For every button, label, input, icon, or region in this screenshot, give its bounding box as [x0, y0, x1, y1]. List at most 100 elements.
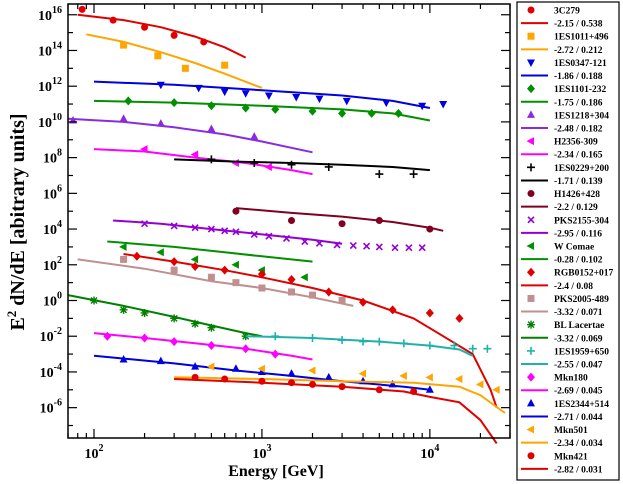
series-17: [174, 373, 498, 444]
legend-marker: [526, 137, 534, 146]
legend-entry-17: Mkn421 -2.82 / 0.031: [521, 452, 603, 475]
legend-series-name: W Comae: [554, 243, 594, 253]
legend-entry-2: 1ES0347-121 -1.86 / 0.188: [521, 59, 607, 82]
legend-series-name: 1ES1218+304: [554, 111, 609, 121]
legend-marker: [527, 190, 535, 198]
fit-line: [93, 332, 313, 361]
y-tick-label: 106: [43, 183, 62, 202]
data-point: [191, 362, 200, 370]
data-point: [170, 98, 179, 108]
data-point: [367, 108, 376, 118]
legend-marker: [527, 84, 535, 94]
data-point: [342, 97, 351, 106]
fit-line: [67, 117, 313, 154]
data-point: [132, 251, 141, 261]
legend-marker: [527, 59, 535, 67]
data-point: [207, 124, 216, 133]
data-point: [170, 337, 179, 347]
data-point: [191, 224, 199, 232]
data-point: [410, 388, 418, 396]
legend-series-name: 1ES1011+496: [554, 33, 609, 43]
data-point: [287, 369, 296, 377]
data-point: [206, 362, 215, 371]
data-point: [124, 96, 133, 106]
fit-line: [93, 80, 431, 109]
x-tick-label: 102: [85, 443, 104, 462]
y-tick-label: 1016: [38, 5, 62, 24]
data-point: [375, 337, 384, 346]
y-tick-label: 108: [43, 148, 62, 167]
legend-series-name: 1ES1959+650: [554, 347, 609, 357]
data-point: [282, 234, 291, 242]
data-point: [409, 170, 418, 179]
legend-fit-label: -2.95 / 0.116: [554, 229, 602, 239]
data-point: [388, 379, 397, 388]
data-point: [120, 255, 128, 263]
data-point: [391, 244, 399, 252]
data-point: [468, 344, 477, 353]
data-point: [207, 273, 215, 281]
data-point: [425, 341, 434, 350]
data-point: [333, 241, 341, 249]
legend-series-name: 1ES0229+200: [554, 164, 609, 174]
data-point: [109, 16, 117, 24]
series-3: [93, 96, 431, 122]
data-point: [170, 266, 178, 274]
data-point: [405, 244, 413, 252]
fit-line: [77, 258, 354, 307]
data-point: [232, 279, 240, 287]
data-point: [207, 341, 216, 351]
legend-entry-5: H2356-309 -2.34 / 0.165: [521, 137, 603, 161]
data-point: [170, 257, 179, 267]
data-point: [119, 242, 127, 251]
legend-series-name: Mkn501: [554, 426, 588, 436]
data-point: [258, 284, 266, 292]
legend-fit-label: -2.69 / 0.045: [554, 387, 603, 397]
data-point: [200, 38, 208, 46]
legend-series-name: 1ES2344+514: [554, 400, 609, 410]
data-point: [156, 356, 165, 365]
data-point: [287, 274, 296, 284]
plot-frame: [67, 3, 511, 439]
data-point: [359, 297, 368, 307]
legend-fit-label: -2.71 / 0.044: [554, 413, 603, 423]
data-point: [221, 375, 229, 383]
x-tick-label: 103: [252, 443, 271, 462]
fit-line: [107, 240, 313, 263]
data-point: [418, 102, 427, 111]
data-point: [232, 207, 240, 215]
legend-marker: [527, 6, 535, 14]
legend-series-name: Mkn421: [554, 452, 588, 462]
data-point: [140, 308, 149, 317]
data-point: [324, 162, 333, 171]
data-point: [426, 225, 434, 233]
fit-line: [67, 294, 263, 338]
fit-line: [245, 335, 474, 357]
legend-entry-4: 1ES1218+304 -2.48 / 0.182: [521, 110, 609, 135]
data-point: [301, 237, 309, 246]
legend-fit-label: -3.32 / 0.069: [554, 334, 603, 344]
legend-entry-3: 1ES1101-232 -1.75 / 0.186: [521, 84, 607, 108]
y-tick-label: 100: [43, 291, 62, 310]
data-point: [231, 159, 239, 168]
data-point: [300, 273, 308, 282]
fit-line: [174, 158, 430, 172]
data-point: [170, 314, 179, 323]
fit-line: [174, 376, 506, 414]
series-15: [93, 354, 434, 393]
y-tick-label: 104: [43, 219, 62, 238]
data-point: [308, 380, 316, 388]
series-7: [232, 207, 444, 233]
legend-series-name: PKS2155-304: [554, 216, 609, 226]
fit-line: [93, 99, 431, 122]
data-point: [120, 41, 128, 49]
data-point: [358, 369, 367, 378]
data-point: [156, 119, 165, 127]
data-point: [338, 220, 346, 228]
legend-fit-label: -0.28 / 0.102: [554, 256, 603, 266]
data-point: [257, 364, 265, 373]
data-point: [288, 288, 296, 296]
data-point: [338, 383, 346, 391]
data-point: [140, 220, 149, 228]
